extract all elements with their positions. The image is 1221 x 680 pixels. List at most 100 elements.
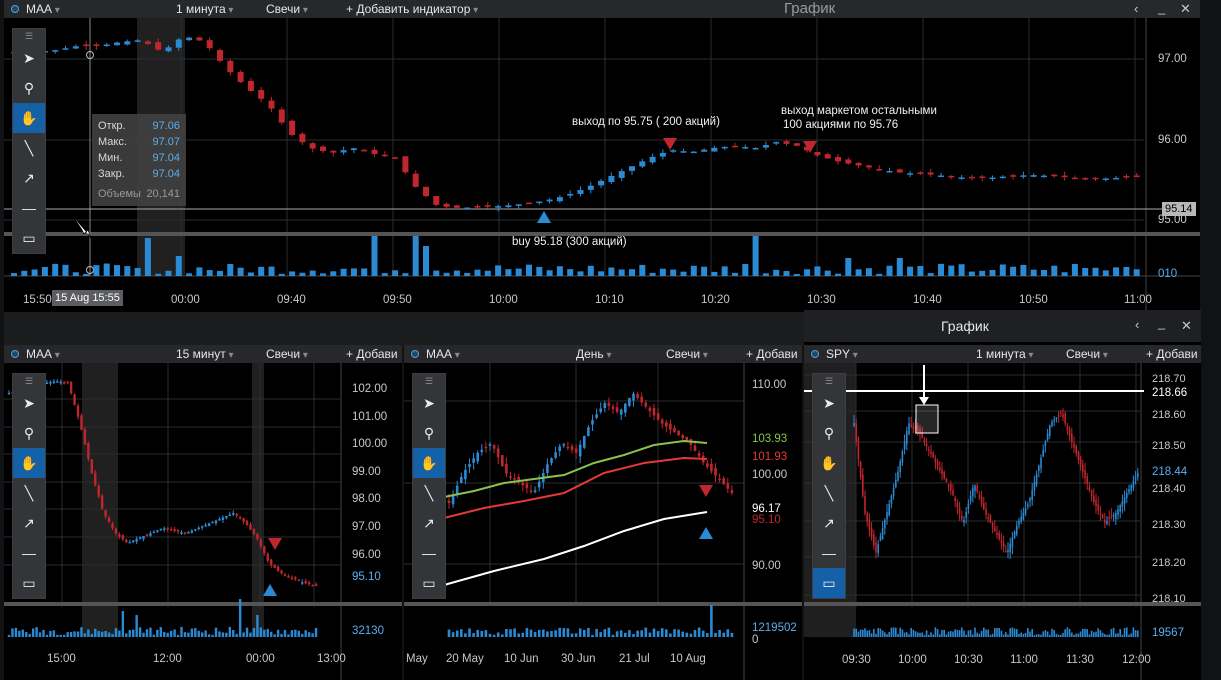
timeframe-selector[interactable]: 1 минута bbox=[176, 2, 233, 16]
sma-label-white: 96.17 bbox=[752, 503, 781, 515]
pointer-icon[interactable]: ➤ bbox=[423, 394, 435, 411]
close-icon[interactable]: ✕ bbox=[1181, 318, 1192, 333]
zoom-icon[interactable]: ⚲ bbox=[423, 424, 435, 441]
horizontal-line-icon[interactable]: — bbox=[22, 200, 36, 216]
add-indicator-button[interactable]: + Добавить индикатор bbox=[346, 2, 478, 16]
candle bbox=[945, 478, 948, 483]
link-indicator-icon[interactable] bbox=[11, 5, 19, 13]
candle bbox=[1095, 500, 1097, 507]
candle bbox=[932, 453, 934, 459]
volume-bar bbox=[855, 628, 857, 637]
candle bbox=[1049, 425, 1051, 436]
timeframe-selector[interactable]: День bbox=[576, 347, 646, 361]
zoom-icon[interactable]: ⚲ bbox=[823, 424, 835, 441]
price-chart-15min[interactable] bbox=[4, 363, 402, 680]
window-title-bar[interactable]: График ‹ _ ✕ bbox=[804, 310, 1201, 342]
grip-icon[interactable]: ☰ bbox=[24, 30, 34, 41]
grip-icon[interactable]: ☰ bbox=[424, 375, 434, 386]
chart-type-selector[interactable]: Свечи bbox=[1066, 347, 1108, 361]
volume-bar bbox=[967, 630, 970, 637]
timeframe-selector[interactable]: 15 минут bbox=[176, 347, 234, 361]
close-icon[interactable]: ✕ bbox=[1180, 1, 1191, 16]
grip-icon[interactable]: ☰ bbox=[24, 375, 34, 386]
candle bbox=[978, 494, 981, 498]
back-icon[interactable]: ‹ bbox=[1135, 317, 1140, 332]
candle bbox=[132, 540, 135, 542]
rectangle-icon[interactable]: ▭ bbox=[813, 568, 845, 598]
hand-icon[interactable]: ✋ bbox=[13, 448, 45, 478]
grip-icon[interactable]: ☰ bbox=[824, 375, 834, 386]
line-icon[interactable]: ╲ bbox=[424, 484, 434, 501]
price-chart-daily[interactable] bbox=[404, 363, 802, 680]
pointer-icon[interactable]: ➤ bbox=[23, 394, 35, 411]
volume-bar bbox=[985, 629, 987, 637]
chart-type-selector[interactable]: Свечи bbox=[266, 2, 336, 16]
candle bbox=[94, 472, 97, 486]
zoom-icon[interactable]: ⚲ bbox=[23, 424, 35, 441]
panel-splitter[interactable] bbox=[4, 312, 804, 345]
volume-bar bbox=[886, 265, 893, 276]
volume-bar bbox=[476, 629, 479, 637]
line-icon[interactable]: ╲ bbox=[24, 484, 34, 501]
volume-bar bbox=[114, 628, 118, 637]
symbol-selector[interactable]: MAA bbox=[26, 2, 166, 16]
candle bbox=[644, 402, 648, 407]
volume-bar bbox=[1024, 632, 1027, 637]
chart-type-selector[interactable]: Свечи bbox=[266, 347, 308, 361]
volume-bar bbox=[648, 632, 652, 637]
candle bbox=[979, 176, 986, 178]
pointer-icon[interactable]: ➤ bbox=[23, 49, 35, 66]
volume-bar bbox=[546, 631, 549, 637]
symbol-selector[interactable]: SPY bbox=[826, 347, 966, 361]
add-indicator-button[interactable]: + Добави bbox=[346, 347, 398, 361]
volume-bar bbox=[877, 627, 879, 637]
chart-type-selector[interactable]: Свечи bbox=[666, 347, 708, 361]
candle bbox=[567, 193, 574, 196]
pointer-icon[interactable]: ➤ bbox=[823, 394, 835, 411]
rectangle-icon[interactable]: ▭ bbox=[422, 574, 436, 591]
price-chart-spy[interactable] bbox=[804, 363, 1201, 680]
rectangle-icon[interactable]: ▭ bbox=[22, 229, 36, 246]
minimize-icon[interactable]: _ bbox=[1158, 0, 1166, 15]
horizontal-line-icon[interactable]: — bbox=[22, 545, 36, 561]
minimize-icon[interactable]: _ bbox=[1158, 315, 1166, 330]
link-indicator-icon[interactable] bbox=[811, 350, 819, 358]
chart-toolbar-15min: MAA 15 минут Свечи + Добави bbox=[4, 345, 402, 363]
hand-icon[interactable]: ✋ bbox=[413, 448, 445, 478]
back-icon[interactable]: ‹ bbox=[1134, 1, 1139, 16]
volume-bar bbox=[361, 268, 368, 276]
volume-bar bbox=[591, 634, 594, 637]
symbol-selector[interactable]: MAA bbox=[26, 347, 166, 361]
add-indicator-button[interactable]: + Добави bbox=[746, 347, 798, 361]
volume-bar bbox=[252, 627, 256, 637]
volume-bar bbox=[1095, 631, 1097, 637]
volume-bar bbox=[42, 629, 45, 637]
rectangle-icon[interactable]: ▭ bbox=[22, 574, 36, 591]
horizontal-line-icon[interactable]: — bbox=[422, 545, 436, 561]
add-indicator-button[interactable]: + Добави bbox=[1146, 347, 1198, 361]
hand-icon[interactable]: ✋ bbox=[13, 103, 45, 133]
symbol-selector[interactable]: MAA bbox=[426, 347, 566, 361]
zoom-icon[interactable]: ⚲ bbox=[23, 79, 35, 96]
timeframe-selector[interactable]: 1 минута bbox=[976, 347, 1033, 361]
horizontal-line-icon[interactable]: — bbox=[822, 545, 836, 561]
arrow-icon[interactable]: ↗ bbox=[823, 514, 835, 531]
line-icon[interactable]: ╲ bbox=[824, 484, 834, 501]
candle bbox=[886, 170, 893, 173]
hand-icon[interactable]: ✋ bbox=[820, 454, 838, 471]
link-indicator-icon[interactable] bbox=[11, 350, 19, 358]
link-indicator-icon[interactable] bbox=[411, 350, 419, 358]
price-label: 100.00 bbox=[352, 438, 388, 450]
candle bbox=[232, 513, 235, 515]
main-price-chart[interactable] bbox=[4, 18, 1200, 312]
volume-bar bbox=[978, 633, 981, 637]
line-icon[interactable]: ╲ bbox=[24, 139, 34, 156]
arrow-icon[interactable]: ↗ bbox=[423, 514, 435, 531]
arrow-icon[interactable]: ↗ bbox=[23, 169, 35, 186]
candle bbox=[999, 176, 1006, 179]
time-label: 09:30 bbox=[842, 654, 871, 666]
volume-bar bbox=[649, 272, 656, 276]
arrow-icon[interactable]: ↗ bbox=[23, 514, 35, 531]
volume-bar bbox=[987, 629, 989, 637]
highlight-band bbox=[82, 363, 118, 637]
